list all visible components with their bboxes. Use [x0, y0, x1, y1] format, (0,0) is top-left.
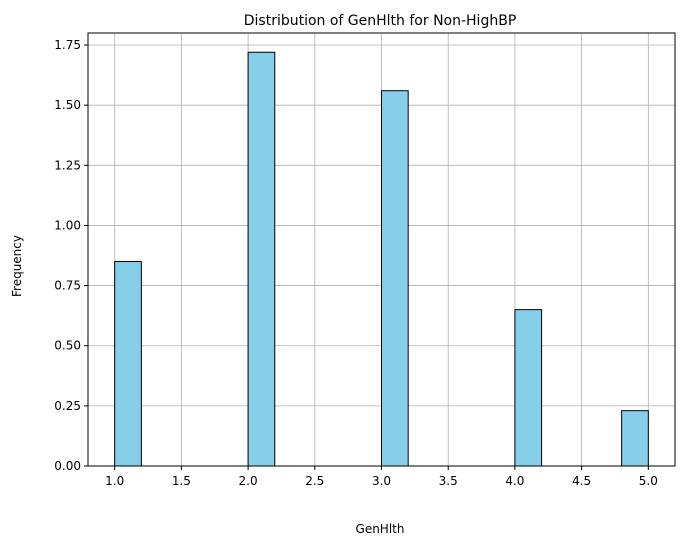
y-axis-label: Frequency	[10, 235, 24, 297]
histogram-bar	[114, 261, 142, 467]
y-axis-ticks: 0.00 0.25 0.50 0.75 1.00 1.25 1.50 1.75	[54, 38, 88, 473]
x-tick-label: 2.0	[239, 474, 258, 488]
y-tick-label: 0.00	[54, 459, 81, 473]
y-tick-label: 1.00	[54, 218, 81, 232]
x-tick-label: 1.0	[105, 474, 124, 488]
y-tick-label: 0.50	[54, 339, 81, 353]
x-axis-label: GenHlth	[356, 522, 405, 536]
x-tick-label: 3.0	[372, 474, 391, 488]
y-tick-label: 1.50	[54, 98, 81, 112]
y-tick-label: 0.75	[54, 279, 81, 293]
histogram-bar	[514, 309, 543, 467]
x-tick-label: 4.5	[572, 474, 591, 488]
x-tick-label: 5.0	[639, 474, 658, 488]
x-tick-label: 3.5	[439, 474, 458, 488]
y-tick-label: 1.75	[54, 38, 81, 52]
x-axis-ticks: 1.0 1.5 2.0 2.5 3.0 3.5 4.0 4.5 5.0	[105, 466, 658, 488]
x-tick-label: 2.5	[305, 474, 324, 488]
histogram-bar	[621, 410, 649, 467]
chart-title: Distribution of GenHlth for Non-HighBP	[244, 13, 517, 29]
x-tick-label: 4.0	[505, 474, 524, 488]
y-tick-label: 1.25	[54, 158, 81, 172]
x-tick-label: 1.5	[172, 474, 191, 488]
y-tick-label: 0.25	[54, 399, 81, 413]
histogram-bar	[381, 90, 409, 467]
bars-group	[114, 51, 649, 467]
histogram-bar	[247, 51, 276, 467]
